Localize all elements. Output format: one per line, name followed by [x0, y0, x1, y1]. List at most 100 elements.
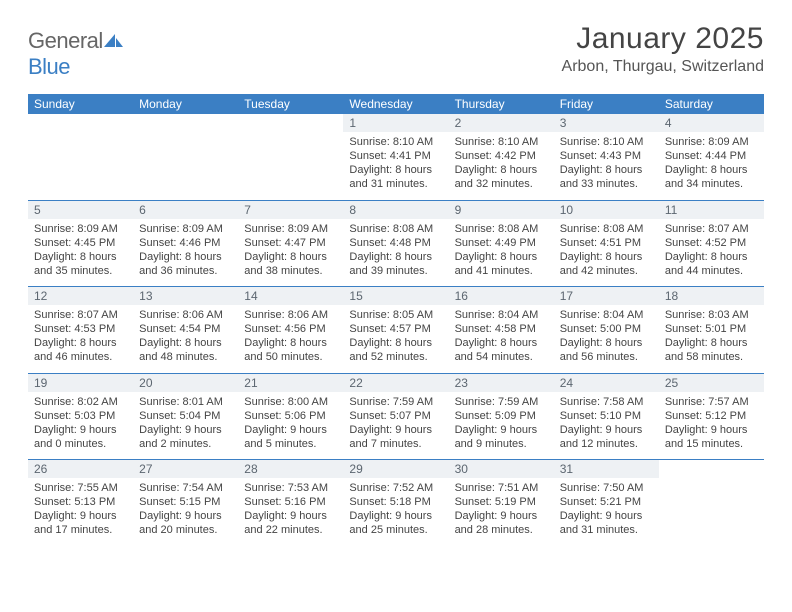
- day-sun-data: Sunrise: 8:08 AMSunset: 4:48 PMDaylight:…: [343, 219, 448, 282]
- header: GeneralBlue January 2025 Arbon, Thurgau,…: [28, 22, 764, 80]
- calendar-day-cell: 25Sunrise: 7:57 AMSunset: 5:12 PMDayligh…: [659, 374, 764, 460]
- calendar-day-cell: 20Sunrise: 8:01 AMSunset: 5:04 PMDayligh…: [133, 374, 238, 460]
- day-number: 19: [28, 374, 133, 392]
- calendar-day-cell: 29Sunrise: 7:52 AMSunset: 5:18 PMDayligh…: [343, 460, 448, 546]
- calendar-day-cell: 4Sunrise: 8:09 AMSunset: 4:44 PMDaylight…: [659, 114, 764, 200]
- calendar-day-cell: 28Sunrise: 7:53 AMSunset: 5:16 PMDayligh…: [238, 460, 343, 546]
- calendar-day-cell: 2Sunrise: 8:10 AMSunset: 4:42 PMDaylight…: [449, 114, 554, 200]
- day-sun-data: Sunrise: 8:07 AMSunset: 4:53 PMDaylight:…: [28, 305, 133, 368]
- day-number: 2: [449, 114, 554, 132]
- day-number: 12: [28, 287, 133, 305]
- calendar-week-row: 26Sunrise: 7:55 AMSunset: 5:13 PMDayligh…: [28, 460, 764, 546]
- location-subtitle: Arbon, Thurgau, Switzerland: [562, 58, 764, 76]
- calendar-week-row: ...1Sunrise: 8:10 AMSunset: 4:41 PMDayli…: [28, 114, 764, 200]
- day-number: 24: [554, 374, 659, 392]
- weekday-header: Sunday: [28, 94, 133, 114]
- day-sun-data: Sunrise: 8:10 AMSunset: 4:43 PMDaylight:…: [554, 132, 659, 195]
- day-number: 31: [554, 460, 659, 478]
- weekday-header: Friday: [554, 94, 659, 114]
- day-sun-data: Sunrise: 8:08 AMSunset: 4:49 PMDaylight:…: [449, 219, 554, 282]
- calendar-head: Sunday Monday Tuesday Wednesday Thursday…: [28, 94, 764, 114]
- calendar-week-row: 5Sunrise: 8:09 AMSunset: 4:45 PMDaylight…: [28, 201, 764, 287]
- brand-blue: Blue: [28, 54, 70, 79]
- calendar-day-cell: 5Sunrise: 8:09 AMSunset: 4:45 PMDaylight…: [28, 201, 133, 287]
- calendar-day-cell: 26Sunrise: 7:55 AMSunset: 5:13 PMDayligh…: [28, 460, 133, 546]
- day-sun-data: Sunrise: 7:53 AMSunset: 5:16 PMDaylight:…: [238, 478, 343, 541]
- calendar-day-cell: 1Sunrise: 8:10 AMSunset: 4:41 PMDaylight…: [343, 114, 448, 200]
- day-number: 3: [554, 114, 659, 132]
- calendar-day-cell: 8Sunrise: 8:08 AMSunset: 4:48 PMDaylight…: [343, 201, 448, 287]
- day-sun-data: Sunrise: 8:02 AMSunset: 5:03 PMDaylight:…: [28, 392, 133, 455]
- day-number: 9: [449, 201, 554, 219]
- day-number: 29: [343, 460, 448, 478]
- day-number: 6: [133, 201, 238, 219]
- calendar-day-cell: 10Sunrise: 8:08 AMSunset: 4:51 PMDayligh…: [554, 201, 659, 287]
- day-sun-data: Sunrise: 7:57 AMSunset: 5:12 PMDaylight:…: [659, 392, 764, 455]
- day-number: 5: [28, 201, 133, 219]
- day-sun-data: Sunrise: 7:55 AMSunset: 5:13 PMDaylight:…: [28, 478, 133, 541]
- brand-logo: GeneralBlue: [28, 28, 124, 80]
- calendar-day-cell: 3Sunrise: 8:10 AMSunset: 4:43 PMDaylight…: [554, 114, 659, 200]
- day-sun-data: Sunrise: 8:04 AMSunset: 4:58 PMDaylight:…: [449, 305, 554, 368]
- day-sun-data: Sunrise: 8:06 AMSunset: 4:56 PMDaylight:…: [238, 305, 343, 368]
- calendar-day-cell: 17Sunrise: 8:04 AMSunset: 5:00 PMDayligh…: [554, 287, 659, 373]
- calendar-page: GeneralBlue January 2025 Arbon, Thurgau,…: [0, 0, 792, 566]
- day-sun-data: Sunrise: 8:04 AMSunset: 5:00 PMDaylight:…: [554, 305, 659, 368]
- day-number: 11: [659, 201, 764, 219]
- day-sun-data: Sunrise: 7:52 AMSunset: 5:18 PMDaylight:…: [343, 478, 448, 541]
- calendar-day-cell: 7Sunrise: 8:09 AMSunset: 4:47 PMDaylight…: [238, 201, 343, 287]
- day-sun-data: Sunrise: 8:09 AMSunset: 4:47 PMDaylight:…: [238, 219, 343, 282]
- day-sun-data: Sunrise: 8:09 AMSunset: 4:44 PMDaylight:…: [659, 132, 764, 195]
- day-sun-data: Sunrise: 7:51 AMSunset: 5:19 PMDaylight:…: [449, 478, 554, 541]
- day-number: 10: [554, 201, 659, 219]
- day-number: 21: [238, 374, 343, 392]
- day-number: 14: [238, 287, 343, 305]
- weekday-header: Thursday: [449, 94, 554, 114]
- day-number: 28: [238, 460, 343, 478]
- calendar-table: Sunday Monday Tuesday Wednesday Thursday…: [28, 94, 764, 546]
- weekday-header-row: Sunday Monday Tuesday Wednesday Thursday…: [28, 94, 764, 114]
- day-sun-data: Sunrise: 8:10 AMSunset: 4:42 PMDaylight:…: [449, 132, 554, 195]
- day-number: 8: [343, 201, 448, 219]
- weekday-header: Monday: [133, 94, 238, 114]
- calendar-day-cell: 16Sunrise: 8:04 AMSunset: 4:58 PMDayligh…: [449, 287, 554, 373]
- calendar-day-cell: 13Sunrise: 8:06 AMSunset: 4:54 PMDayligh…: [133, 287, 238, 373]
- weekday-header: Saturday: [659, 94, 764, 114]
- calendar-day-cell: 27Sunrise: 7:54 AMSunset: 5:15 PMDayligh…: [133, 460, 238, 546]
- day-number: 26: [28, 460, 133, 478]
- day-number: 7: [238, 201, 343, 219]
- day-sun-data: Sunrise: 7:58 AMSunset: 5:10 PMDaylight:…: [554, 392, 659, 455]
- day-number: 13: [133, 287, 238, 305]
- day-sun-data: Sunrise: 7:50 AMSunset: 5:21 PMDaylight:…: [554, 478, 659, 541]
- day-number: 1: [343, 114, 448, 132]
- day-sun-data: Sunrise: 8:07 AMSunset: 4:52 PMDaylight:…: [659, 219, 764, 282]
- day-sun-data: Sunrise: 8:09 AMSunset: 4:45 PMDaylight:…: [28, 219, 133, 282]
- title-block: January 2025 Arbon, Thurgau, Switzerland: [562, 22, 764, 76]
- brand-text: GeneralBlue: [28, 28, 124, 80]
- day-number: 22: [343, 374, 448, 392]
- calendar-empty-cell: .: [28, 114, 133, 200]
- calendar-day-cell: 6Sunrise: 8:09 AMSunset: 4:46 PMDaylight…: [133, 201, 238, 287]
- calendar-day-cell: 11Sunrise: 8:07 AMSunset: 4:52 PMDayligh…: [659, 201, 764, 287]
- weekday-header: Wednesday: [343, 94, 448, 114]
- brand-general: General: [28, 28, 103, 53]
- calendar-day-cell: 24Sunrise: 7:58 AMSunset: 5:10 PMDayligh…: [554, 374, 659, 460]
- calendar-day-cell: 9Sunrise: 8:08 AMSunset: 4:49 PMDaylight…: [449, 201, 554, 287]
- calendar-day-cell: 21Sunrise: 8:00 AMSunset: 5:06 PMDayligh…: [238, 374, 343, 460]
- day-sun-data: Sunrise: 8:05 AMSunset: 4:57 PMDaylight:…: [343, 305, 448, 368]
- calendar-empty-cell: .: [659, 460, 764, 546]
- weekday-header: Tuesday: [238, 94, 343, 114]
- day-number: 18: [659, 287, 764, 305]
- day-number: 27: [133, 460, 238, 478]
- day-number: 23: [449, 374, 554, 392]
- day-sun-data: Sunrise: 8:03 AMSunset: 5:01 PMDaylight:…: [659, 305, 764, 368]
- day-number: 30: [449, 460, 554, 478]
- day-sun-data: Sunrise: 8:10 AMSunset: 4:41 PMDaylight:…: [343, 132, 448, 195]
- day-sun-data: Sunrise: 8:01 AMSunset: 5:04 PMDaylight:…: [133, 392, 238, 455]
- day-sun-data: Sunrise: 8:06 AMSunset: 4:54 PMDaylight:…: [133, 305, 238, 368]
- calendar-empty-cell: .: [238, 114, 343, 200]
- day-sun-data: Sunrise: 7:59 AMSunset: 5:09 PMDaylight:…: [449, 392, 554, 455]
- day-number: 4: [659, 114, 764, 132]
- calendar-day-cell: 15Sunrise: 8:05 AMSunset: 4:57 PMDayligh…: [343, 287, 448, 373]
- day-sun-data: Sunrise: 7:54 AMSunset: 5:15 PMDaylight:…: [133, 478, 238, 541]
